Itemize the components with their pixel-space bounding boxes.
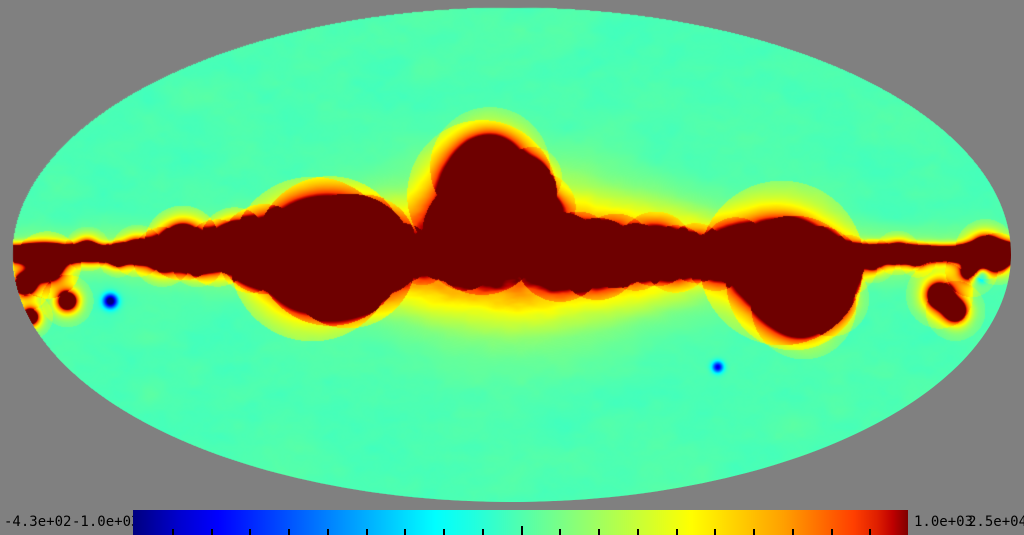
map-area bbox=[12, 7, 1011, 502]
colorbar-row: -4.3e+02 -1.0e+03 1.0e+03 2.5e+04 bbox=[0, 506, 1024, 535]
mollweide-sky-ellipse bbox=[12, 7, 1011, 502]
colorbar-data-min-label: -4.3e+02 bbox=[4, 514, 72, 530]
colorbar-range-min-label: -1.0e+03 bbox=[72, 514, 140, 530]
sky-map-canvas bbox=[12, 7, 1011, 502]
colorbar-data-max-label: 2.5e+04 bbox=[968, 514, 1024, 530]
colorbar-range-max-label: 1.0e+03 bbox=[914, 514, 974, 530]
colorbar-gradient bbox=[133, 510, 908, 535]
